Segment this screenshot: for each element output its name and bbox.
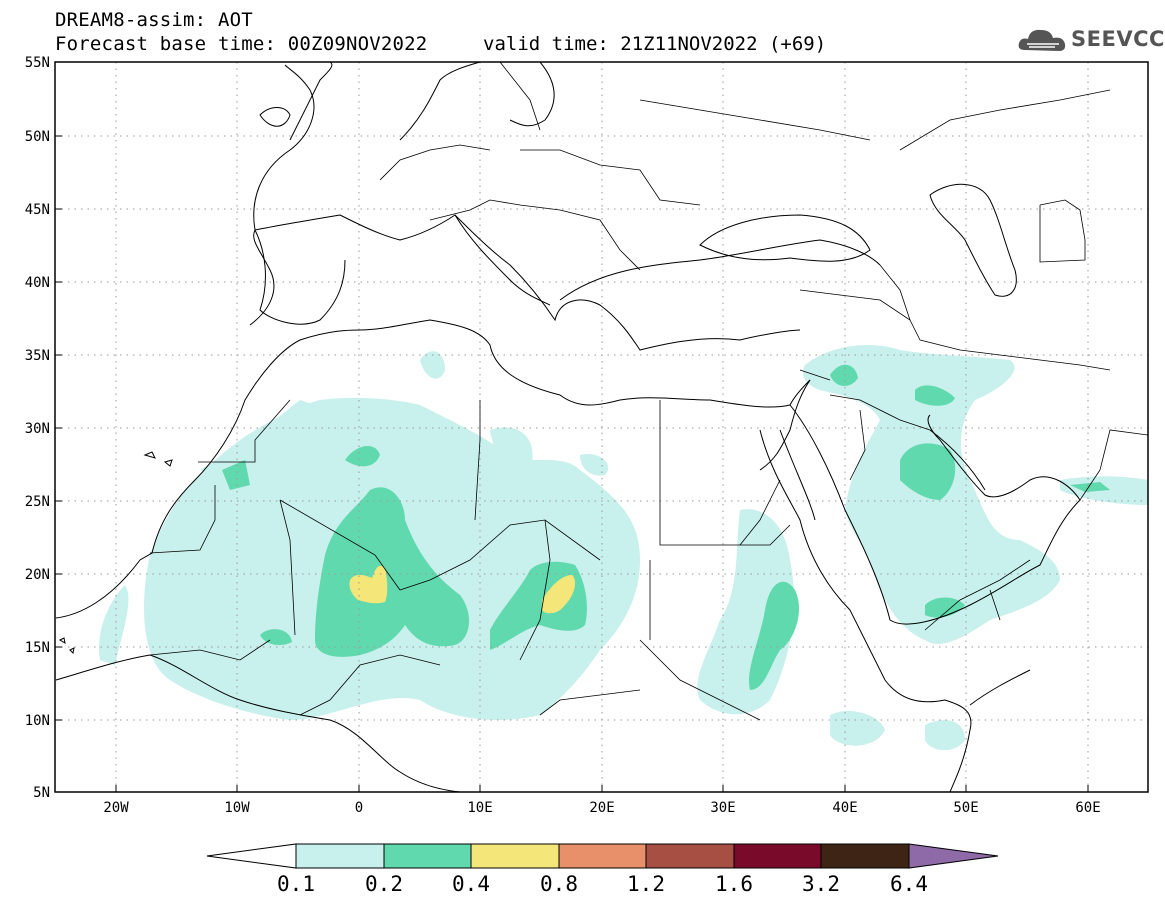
latitude-labels: 55N 50N 45N 40N 35N 30N 25N 20N 15N 10N … <box>25 55 50 801</box>
colorbar-label: 0.4 <box>452 872 490 896</box>
colorbar-box <box>383 843 472 869</box>
colorbar-label: 1.6 <box>715 872 753 896</box>
coastlines <box>55 62 1081 792</box>
map-title: DREAM8-assim: AOT <box>55 9 253 31</box>
colorbar-over-arrow <box>908 843 999 869</box>
aot-level-0.4 <box>349 565 576 614</box>
colorbar-label: 0.1 <box>277 872 315 896</box>
lon-label: 40E <box>832 800 857 816</box>
lat-label: 35N <box>25 348 50 364</box>
forecast-base-time: Forecast base time: 00Z09NOV2022 <box>55 33 428 55</box>
seevccc-logo: SEEVCCC <box>1015 22 1165 58</box>
colorbar-label: 1.2 <box>627 872 665 896</box>
cloud-icon <box>1018 29 1066 51</box>
lon-label: 50E <box>953 800 978 816</box>
lat-label: 15N <box>25 640 50 656</box>
lat-label: 50N <box>25 129 50 145</box>
lon-label: 30E <box>710 800 735 816</box>
colorbar-label: 6.4 <box>890 872 928 896</box>
colorbar-box <box>645 843 735 869</box>
lat-label: 5N <box>33 785 50 801</box>
lon-label: 60E <box>1075 800 1100 816</box>
colorbar <box>206 843 999 869</box>
valid-time: valid time: 21Z11NOV2022 (+69) <box>483 33 827 55</box>
lat-label: 25N <box>25 494 50 510</box>
colorbar-label: 3.2 <box>802 872 840 896</box>
logo-text: SEEVCCC <box>1071 27 1165 51</box>
colorbar-under-arrow <box>206 843 297 869</box>
tick-marks <box>55 61 1089 792</box>
lat-label: 55N <box>25 55 50 71</box>
colorbar-label: 0.8 <box>540 872 578 896</box>
colorbar-box <box>558 843 647 869</box>
colorbar-box <box>733 843 822 869</box>
longitude-labels: 20W 10W 0 10E 20E 30E 40E 50E 60E <box>103 800 1100 816</box>
colorbar-labels: 0.1 0.2 0.4 0.8 1.2 1.6 3.2 6.4 <box>277 872 928 896</box>
lat-label: 45N <box>25 202 50 218</box>
lat-label: 10N <box>25 713 50 729</box>
lon-label: 20W <box>103 800 129 816</box>
lat-label: 20N <box>25 567 50 583</box>
lon-label: 20E <box>589 800 614 816</box>
lon-label: 10W <box>224 800 250 816</box>
lon-label: 0 <box>355 800 363 816</box>
graticule <box>55 62 1148 792</box>
colorbar-box <box>295 843 385 869</box>
aot-level-0.1 <box>99 345 1148 751</box>
lat-label: 40N <box>25 275 50 291</box>
colorbar-box <box>820 843 910 869</box>
country-borders <box>149 62 1148 721</box>
lat-label: 30N <box>25 421 50 437</box>
lon-label: 10E <box>467 800 492 816</box>
colorbar-label: 0.2 <box>365 872 403 896</box>
colorbar-box <box>470 843 560 869</box>
